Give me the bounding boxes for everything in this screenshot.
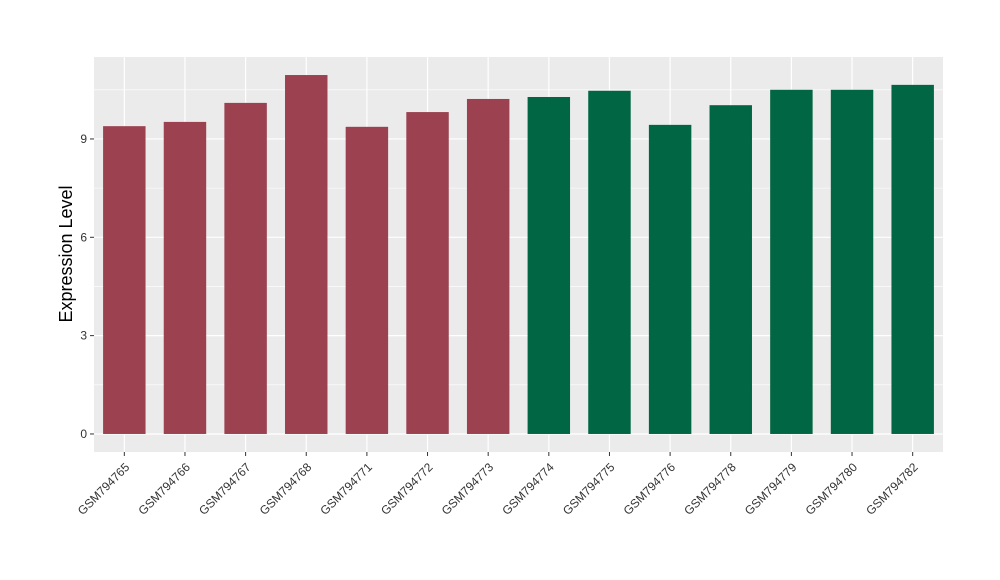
y-tick-label: 0: [80, 427, 87, 441]
x-tick-label: GSM794768: [257, 460, 315, 518]
bar-GSM794765: [103, 126, 146, 434]
y-axis-title: Expression Level: [56, 185, 76, 322]
x-tick-label: GSM794771: [317, 460, 375, 518]
bar-GSM794779: [770, 89, 813, 434]
bar-GSM794767: [224, 102, 267, 434]
bar-GSM794778: [709, 105, 752, 434]
x-tick-label: GSM794776: [621, 460, 679, 518]
y-tick-label: 3: [80, 329, 87, 343]
bar-GSM794775: [588, 90, 631, 434]
bar-GSM794773: [466, 98, 510, 434]
x-axis: GSM794765 GSM794766 GSM794767 GSM794768 GSM7…: [75, 452, 921, 518]
bar-GSM794766: [163, 121, 207, 434]
plot-panel: [94, 57, 943, 452]
x-tick-label: GSM794774: [499, 460, 557, 518]
bar-GSM794776: [648, 124, 692, 434]
x-tick-label: GSM794765: [75, 460, 133, 518]
x-tick-label: GSM794775: [560, 460, 618, 518]
bar-GSM794782: [891, 84, 934, 434]
y-tick-label: 9: [80, 132, 87, 146]
x-tick-label: GSM794773: [439, 460, 497, 518]
x-tick-label: GSM794766: [135, 460, 193, 518]
x-tick-label: GSM794782: [863, 460, 921, 518]
bar-GSM794774: [527, 96, 571, 434]
bar-GSM794768: [285, 75, 328, 434]
x-tick-label: GSM794772: [378, 460, 436, 518]
x-tick-label: GSM794778: [681, 460, 739, 518]
bar-GSM794780: [830, 89, 874, 434]
bars: [103, 75, 934, 434]
y-axis: 0 3 6 9: [80, 132, 94, 441]
x-tick-label: GSM794780: [803, 460, 861, 518]
bar-GSM794771: [345, 126, 389, 434]
x-tick-label: GSM794779: [742, 460, 800, 518]
x-tick-label: GSM794767: [196, 460, 254, 518]
bar-GSM794772: [406, 112, 449, 434]
y-tick-label: 6: [80, 230, 87, 244]
